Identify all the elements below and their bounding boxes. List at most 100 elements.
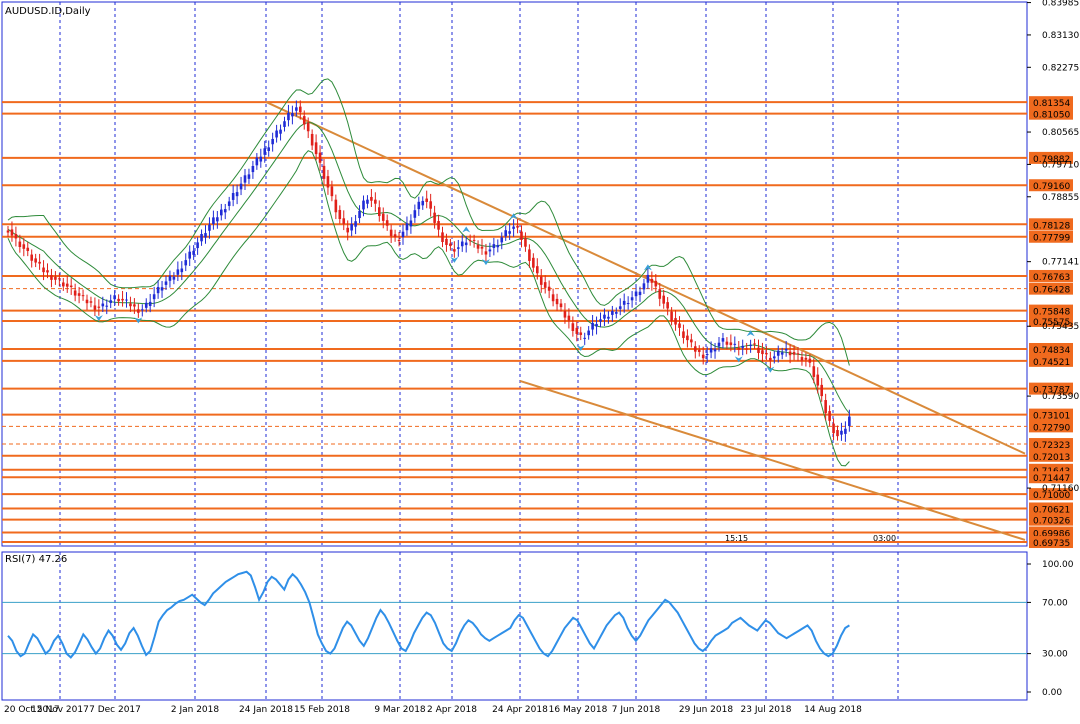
candle-body (832, 423, 835, 434)
candle-body (65, 283, 69, 287)
candle-body (512, 226, 515, 229)
candle-body (492, 244, 496, 249)
date-tick-label: 14 Aug 2018 (804, 705, 862, 715)
date-tick-label: 7 Jun 2018 (612, 705, 661, 715)
level-price-label: 0.70621 (1033, 505, 1070, 515)
candle-body (223, 209, 227, 213)
candle-body (536, 266, 539, 274)
candle-body (50, 275, 53, 280)
candle-body (844, 428, 847, 434)
candle-body (168, 275, 172, 281)
candle-body (686, 335, 689, 341)
candle-body (358, 210, 361, 219)
candle-body (401, 231, 405, 237)
candle-body (476, 244, 480, 249)
candle-body (836, 430, 839, 437)
chart-title: AUDUSD.ID,Daily (5, 6, 91, 17)
level-price-tag (1029, 314, 1073, 327)
candle-body (188, 251, 191, 259)
level-price-label: 0.77799 (1033, 234, 1070, 244)
candle-body (263, 148, 267, 155)
price-tick-label: 0.73590 (1042, 392, 1079, 402)
candle-body (279, 129, 282, 134)
candle-body (62, 282, 65, 287)
candle-body (516, 225, 519, 228)
candle-body (255, 157, 259, 166)
fractal-up-arrow (509, 213, 518, 220)
candle-body (848, 416, 851, 426)
main-pane (1, 1, 1028, 547)
candle-body (227, 201, 231, 206)
level-price-tag (1029, 354, 1073, 367)
level-price-label: 0.73787 (1033, 386, 1070, 396)
candle-body (421, 200, 425, 206)
level-price-tag (1029, 269, 1073, 282)
fractal-down-arrow (734, 356, 743, 363)
candle-body (77, 293, 81, 296)
bollinger-upper (7, 78, 850, 366)
candle-body (204, 233, 207, 238)
candle-body (638, 291, 642, 296)
candle-body (713, 349, 717, 352)
candle-body (694, 346, 697, 352)
candle-body (808, 358, 812, 363)
level-price-label: 0.79882 (1033, 155, 1070, 165)
candle-body (93, 305, 97, 310)
bollinger-middle (7, 121, 850, 414)
level-price-label: 0.75575 (1033, 318, 1070, 328)
candle-body (575, 327, 579, 334)
level-price-label: 0.70326 (1033, 517, 1070, 527)
fractal-down-arrow (450, 256, 459, 263)
price-tick-label: 0.71160 (1042, 484, 1079, 494)
candle-body (413, 210, 417, 218)
candle-body (480, 246, 484, 249)
level-price-tag (1029, 488, 1073, 501)
candle-body (291, 113, 294, 117)
fractal-up-arrow (643, 264, 652, 271)
candle-body (58, 278, 61, 280)
trendline[interactable] (265, 101, 1026, 455)
level-price-tag (1029, 420, 1073, 433)
candle-body (800, 357, 804, 361)
candle-body (338, 209, 342, 219)
candle-body (583, 337, 586, 339)
candle-body (97, 306, 101, 308)
level-price-tag (1029, 438, 1073, 451)
price-tick-label: 0.79710 (1042, 160, 1079, 170)
candle-body (239, 183, 243, 190)
candle-body (630, 297, 634, 301)
candle-body (784, 348, 788, 351)
candle-body (595, 323, 598, 327)
candle-body (812, 366, 816, 377)
level-price-label: 0.76428 (1033, 286, 1070, 296)
candle-body (235, 192, 239, 197)
candle-body (607, 316, 610, 319)
candle-body (354, 221, 357, 227)
date-tick-label: 7 Dec 2017 (89, 705, 141, 715)
level-price-label: 0.74834 (1033, 346, 1070, 356)
candle-body (397, 239, 401, 241)
fractal-up-arrow (746, 330, 755, 337)
candle-body (769, 357, 772, 361)
fractal-down-arrow (94, 315, 103, 322)
candle-body (532, 257, 535, 268)
candle-body (555, 298, 559, 305)
candle-body (370, 196, 373, 201)
level-price-tag (1029, 218, 1073, 231)
candle-body (733, 343, 737, 345)
level-price-tag (1029, 536, 1073, 549)
trendline[interactable] (519, 379, 1026, 541)
candle-body (302, 116, 306, 125)
candle-body (287, 112, 290, 121)
candle-body (216, 217, 219, 222)
candle-body (626, 303, 630, 305)
candle-body (666, 302, 669, 309)
candle-body (121, 298, 124, 301)
candle-body (160, 287, 164, 291)
candle-body (820, 384, 823, 397)
candle-body (164, 281, 168, 285)
date-tick-label: 9 Mar 2018 (374, 705, 426, 715)
candle-body (208, 224, 211, 231)
